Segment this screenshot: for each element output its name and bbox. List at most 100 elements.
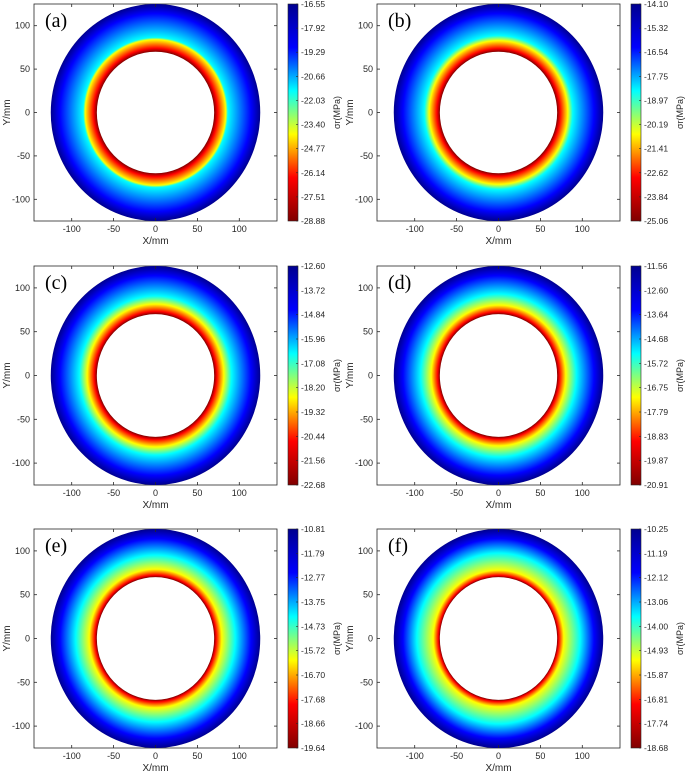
y-tick-label: -100	[355, 721, 373, 731]
colorbar-tick-label: -18.66	[301, 719, 325, 729]
colorbar	[630, 3, 642, 222]
x-tick-label: 0	[153, 751, 158, 761]
y-tick-label: 100	[15, 546, 30, 556]
colorbar-tick-label: -16.54	[644, 47, 668, 57]
colorbar-tick-label: -20.44	[301, 431, 325, 441]
x-tick-label: -100	[63, 488, 81, 498]
colorbar	[630, 265, 642, 486]
y-axis-label: Y/mm	[2, 625, 13, 651]
panel-d: -100 -50 0 50 100 100 50 0 -50 -100 X/mm Y/mm (d) -11…	[345, 261, 685, 511]
x-tick-label: 50	[192, 751, 202, 761]
colorbar-label: σr(MPa)	[332, 96, 342, 129]
colorbar-tick-label: -19.87	[644, 456, 668, 466]
colorbar-tick-label: -14.68	[644, 334, 668, 344]
y-tick-label: 100	[358, 283, 373, 293]
colorbar-tick-label: -23.84	[644, 192, 668, 202]
colorbar-tick-label: -28.88	[301, 216, 325, 226]
stress-ring	[50, 265, 261, 485]
colorbar-tick-label: -12.60	[301, 261, 325, 271]
colorbar-tick-label: -18.20	[301, 383, 325, 393]
x-axis-label: X/mm	[485, 236, 511, 247]
colorbar-tick-label: -18.83	[644, 431, 668, 441]
y-tick-label: 0	[368, 371, 373, 381]
y-tick-label: -100	[12, 721, 30, 731]
colorbar-tick-label: -23.40	[301, 120, 325, 130]
y-axis-label: Y/mm	[345, 625, 356, 651]
colorbar-tick-label: -15.72	[644, 358, 668, 368]
colorbar-tick-label: -14.00	[644, 621, 668, 631]
colorbar	[630, 528, 642, 749]
y-tick-label: -50	[360, 151, 373, 161]
y-tick-label: -50	[360, 414, 373, 424]
x-tick-label: 100	[575, 224, 590, 234]
y-tick-label: 50	[363, 327, 373, 337]
y-tick-label: -50	[360, 677, 373, 687]
y-tick-label: 100	[15, 283, 30, 293]
stress-ring	[393, 265, 604, 486]
colorbar-label: σr(MPa)	[332, 622, 342, 655]
colorbar-label: σr(MPa)	[332, 359, 342, 392]
y-tick-label: 0	[25, 108, 30, 118]
y-tick-label: -50	[17, 414, 30, 424]
x-tick-label: -50	[450, 488, 463, 498]
y-tick-label: -100	[12, 458, 30, 468]
x-axis-label: X/mm	[142, 500, 168, 511]
y-tick-label: 0	[368, 108, 373, 118]
x-tick-label: 50	[535, 751, 545, 761]
x-tick-label: 50	[535, 488, 545, 498]
y-tick-label: 0	[25, 634, 30, 644]
panel-label: (d)	[388, 272, 411, 294]
x-axis-label: X/mm	[142, 763, 168, 774]
colorbar-tick-label: -27.51	[301, 192, 325, 202]
panel-e: -100 -50 0 50 100 100 50 0 -50 -100 X/mm Y/mm (e) -10…	[2, 524, 342, 774]
colorbar-tick-label: -11.19	[644, 548, 668, 558]
x-tick-label: 100	[575, 488, 590, 498]
y-tick-label: -50	[17, 151, 30, 161]
y-tick-label: 0	[368, 634, 373, 644]
colorbar-tick-label: -26.14	[301, 168, 325, 178]
x-tick-label: -50	[107, 224, 120, 234]
colorbar-tick-label: -14.10	[644, 0, 668, 9]
colorbar-tick-label: -18.68	[644, 743, 668, 753]
x-tick-label: 50	[192, 224, 202, 234]
colorbar-tick-label: -13.64	[644, 310, 668, 320]
y-tick-label: -100	[355, 458, 373, 468]
panel-label: (c)	[45, 272, 67, 294]
colorbar-tick-label: -12.77	[301, 573, 325, 583]
colorbar-tick-label: -14.73	[301, 621, 325, 631]
panel-label: (e)	[45, 535, 67, 557]
y-tick-label: 50	[20, 327, 30, 337]
colorbar-tick-label: -13.72	[301, 285, 325, 295]
colorbar	[287, 265, 299, 486]
colorbar-tick-label: -16.70	[301, 670, 325, 680]
colorbar-tick-label: -16.55	[301, 0, 325, 9]
colorbar-tick-label: -16.81	[644, 694, 668, 704]
colorbar-tick-label: -21.41	[644, 144, 668, 154]
colorbar-tick-label: -12.12	[644, 573, 668, 583]
x-tick-label: 100	[232, 488, 247, 498]
stress-ring	[393, 3, 604, 222]
x-tick-label: 0	[496, 488, 501, 498]
colorbar-tick-label: -12.60	[644, 285, 668, 295]
y-tick-label: -50	[17, 677, 30, 687]
colorbar-tick-label: -17.75	[644, 71, 668, 81]
colorbar-label: σr(MPa)	[675, 96, 685, 129]
x-tick-label: -100	[406, 224, 424, 234]
x-tick-label: 100	[575, 751, 590, 761]
x-tick-label: -50	[450, 751, 463, 761]
x-tick-label: 0	[153, 488, 158, 498]
colorbar-tick-label: -15.96	[301, 334, 325, 344]
colorbar-tick-label: -17.92	[301, 23, 325, 33]
colorbar-tick-label: -21.56	[301, 456, 325, 466]
colorbar-tick-label: -10.25	[644, 524, 668, 534]
x-tick-label: 100	[232, 224, 247, 234]
colorbar-label: σr(MPa)	[675, 622, 685, 655]
x-tick-label: -100	[63, 224, 81, 234]
colorbar	[287, 3, 299, 222]
colorbar-tick-label: -15.32	[644, 23, 668, 33]
colorbar-tick-label: -20.91	[644, 480, 668, 490]
colorbar-tick-label: -19.64	[301, 743, 325, 753]
x-tick-label: 100	[232, 751, 247, 761]
colorbar-tick-label: -17.68	[301, 694, 325, 704]
